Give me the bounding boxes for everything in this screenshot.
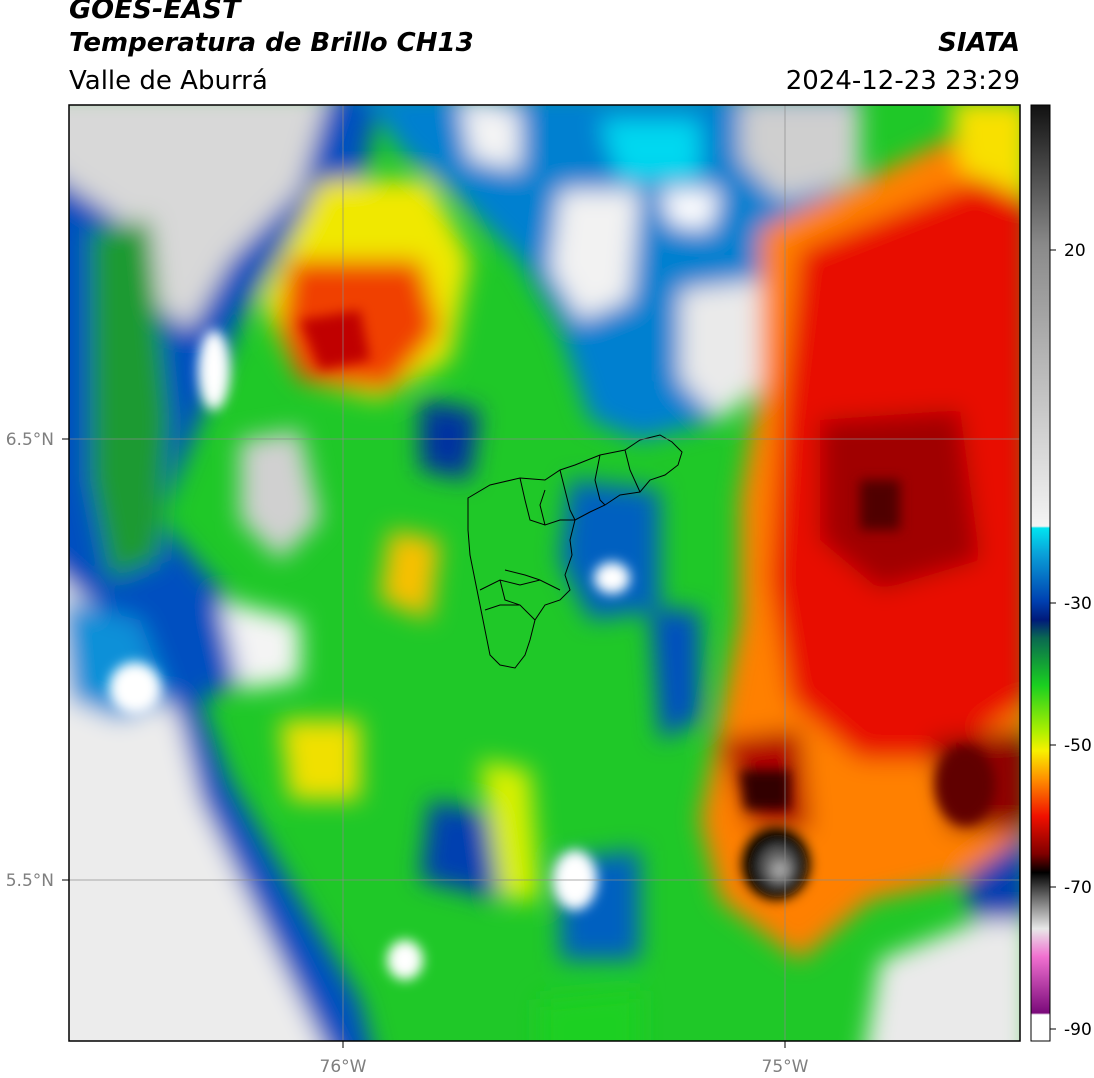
product-title: GOES-EAST [69, 0, 241, 25]
colorbar-frame [1030, 104, 1051, 1042]
lat-label-5-5n: 5.5°N [6, 871, 54, 891]
lon-label-76w: 76°W [320, 1057, 367, 1077]
colorbar-tick-minus-30: -30 [1064, 594, 1092, 614]
colorbar-tick-minus-70: -70 [1064, 878, 1092, 898]
colorbar-ramp [1031, 105, 1050, 1041]
lon-label-75w: 75°W [762, 1057, 809, 1077]
timestamp-label: 2024-12-23 23:29 [785, 66, 1020, 96]
municipal-boundaries [467, 434, 683, 669]
colorbar: 20 -30 -50 -70 -90 [1030, 104, 1092, 1042]
colorbar-tick-minus-90: -90 [1064, 1020, 1092, 1040]
graticule [69, 105, 1020, 1041]
colorbar-tick-20: 20 [1064, 241, 1086, 261]
brightness-temperature-field [69, 105, 1020, 1041]
brand-label: SIATA [938, 28, 1020, 58]
lat-label-6-5n: 6.5°N [6, 430, 54, 450]
colorbar-tick-minus-50: -50 [1064, 736, 1092, 756]
map-frame [68, 104, 1021, 1042]
region-label: Valle de Aburrá [69, 66, 268, 96]
product-subtitle: Temperatura de Brillo CH13 [69, 28, 474, 58]
axis-ticks [62, 438, 786, 1048]
